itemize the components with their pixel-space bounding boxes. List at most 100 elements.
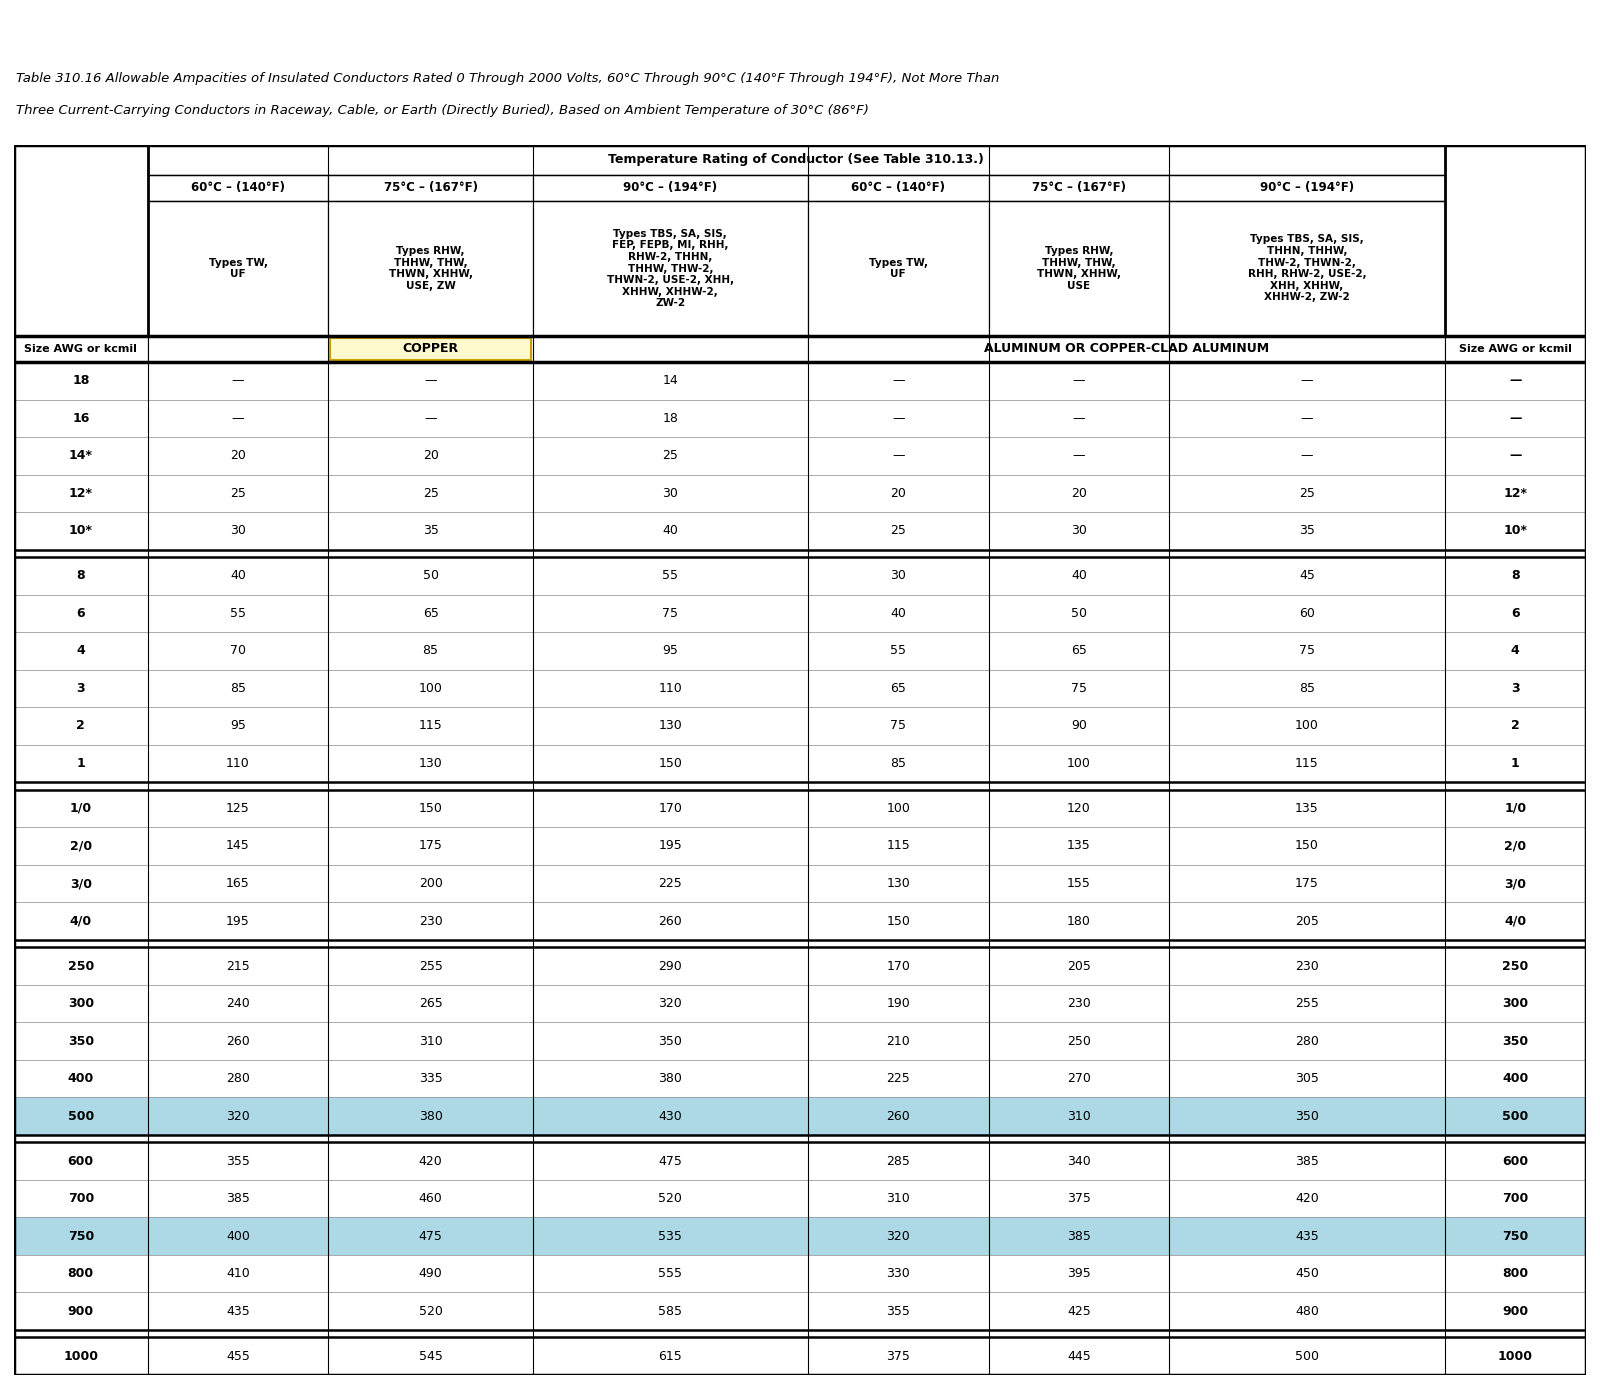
Text: 375: 375 bbox=[1067, 1192, 1091, 1206]
Text: —: — bbox=[1072, 411, 1085, 425]
Text: 750: 750 bbox=[1502, 1229, 1528, 1243]
Bar bbox=[14, 632, 147, 669]
Bar bbox=[1445, 1338, 1586, 1375]
Bar bbox=[808, 1254, 989, 1292]
Bar bbox=[147, 363, 328, 400]
Bar bbox=[808, 1292, 989, 1331]
Bar bbox=[808, 438, 989, 475]
Text: 1: 1 bbox=[1510, 757, 1520, 770]
Bar bbox=[533, 1179, 808, 1217]
Bar bbox=[1170, 1142, 1445, 1179]
Bar bbox=[1170, 363, 1445, 400]
Bar bbox=[1170, 707, 1445, 745]
Text: 1/0: 1/0 bbox=[1504, 801, 1526, 815]
Bar bbox=[808, 336, 1445, 363]
Text: 350: 350 bbox=[67, 1035, 94, 1047]
Bar bbox=[1445, 438, 1586, 475]
Text: 2: 2 bbox=[1510, 720, 1520, 732]
Bar bbox=[1170, 1292, 1445, 1331]
Bar bbox=[147, 513, 328, 550]
Text: 2/0: 2/0 bbox=[1504, 839, 1526, 853]
Bar bbox=[533, 513, 808, 550]
Bar bbox=[147, 707, 328, 745]
Text: 355: 355 bbox=[226, 1154, 250, 1168]
Text: 200: 200 bbox=[419, 876, 443, 890]
Text: 25: 25 bbox=[422, 486, 438, 500]
Bar bbox=[1170, 865, 1445, 903]
Bar bbox=[533, 1142, 808, 1179]
Text: Types TW,
UF: Types TW, UF bbox=[208, 258, 267, 279]
Bar bbox=[14, 1179, 147, 1217]
Bar bbox=[331, 338, 531, 360]
Bar bbox=[328, 175, 533, 201]
Bar bbox=[989, 828, 1170, 865]
Bar bbox=[533, 594, 808, 632]
Text: 40: 40 bbox=[1070, 569, 1086, 582]
Text: 3/0: 3/0 bbox=[1504, 876, 1526, 890]
Text: 310: 310 bbox=[886, 1192, 910, 1206]
Text: 230: 230 bbox=[1294, 960, 1318, 972]
Bar bbox=[989, 1254, 1170, 1292]
Bar bbox=[328, 632, 533, 669]
Bar bbox=[989, 985, 1170, 1022]
Bar bbox=[989, 790, 1170, 828]
Text: 380: 380 bbox=[658, 1072, 682, 1085]
Text: Size AWG or kcmil: Size AWG or kcmil bbox=[24, 344, 138, 354]
Text: —: — bbox=[893, 411, 904, 425]
Text: 65: 65 bbox=[1070, 644, 1086, 657]
Bar bbox=[14, 985, 147, 1022]
Bar bbox=[808, 985, 989, 1022]
Bar bbox=[1445, 707, 1586, 745]
Bar bbox=[808, 1142, 989, 1179]
Bar bbox=[989, 632, 1170, 669]
Text: 395: 395 bbox=[1067, 1267, 1091, 1281]
Bar bbox=[1445, 790, 1586, 828]
Bar bbox=[147, 790, 328, 828]
Text: 150: 150 bbox=[886, 914, 910, 928]
Text: 205: 205 bbox=[1067, 960, 1091, 972]
Text: 175: 175 bbox=[1294, 876, 1318, 890]
Bar bbox=[533, 985, 808, 1022]
Bar bbox=[14, 790, 147, 828]
Bar bbox=[328, 1022, 533, 1060]
Bar bbox=[147, 1292, 328, 1331]
Text: 270: 270 bbox=[1067, 1072, 1091, 1085]
Text: 320: 320 bbox=[886, 1229, 910, 1243]
Bar bbox=[989, 557, 1170, 594]
Text: Types RHW,
THHW, THW,
THWN, XHHW,
USE: Types RHW, THHW, THW, THWN, XHHW, USE bbox=[1037, 246, 1122, 290]
Text: —: — bbox=[893, 374, 904, 388]
Bar bbox=[328, 557, 533, 594]
Bar bbox=[14, 144, 147, 336]
Bar bbox=[1445, 1254, 1586, 1292]
Text: 75: 75 bbox=[1299, 644, 1315, 657]
Text: 50: 50 bbox=[1070, 607, 1086, 619]
Bar bbox=[147, 632, 328, 669]
Text: 10*: 10* bbox=[69, 524, 93, 538]
Text: 40: 40 bbox=[230, 569, 246, 582]
Bar bbox=[808, 1179, 989, 1217]
Text: 100: 100 bbox=[1067, 757, 1091, 770]
Text: 800: 800 bbox=[1502, 1267, 1528, 1281]
Bar bbox=[147, 1217, 328, 1254]
Bar bbox=[533, 175, 808, 201]
Text: 25: 25 bbox=[1299, 486, 1315, 500]
Text: 310: 310 bbox=[1067, 1110, 1091, 1122]
Bar bbox=[989, 865, 1170, 903]
Bar bbox=[328, 947, 533, 985]
Text: 450: 450 bbox=[1294, 1267, 1318, 1281]
Text: 430: 430 bbox=[659, 1110, 682, 1122]
Text: 400: 400 bbox=[67, 1072, 94, 1085]
Text: 320: 320 bbox=[226, 1110, 250, 1122]
Bar bbox=[533, 903, 808, 940]
Bar bbox=[147, 201, 328, 336]
Bar bbox=[328, 1142, 533, 1179]
Bar bbox=[1445, 865, 1586, 903]
Bar bbox=[14, 669, 147, 707]
Bar bbox=[147, 1338, 328, 1375]
Text: 35: 35 bbox=[1299, 524, 1315, 538]
Text: 60: 60 bbox=[1299, 607, 1315, 619]
Bar bbox=[533, 363, 808, 400]
Text: 175: 175 bbox=[419, 839, 443, 853]
Text: 8: 8 bbox=[1510, 569, 1520, 582]
Bar bbox=[328, 1179, 533, 1217]
